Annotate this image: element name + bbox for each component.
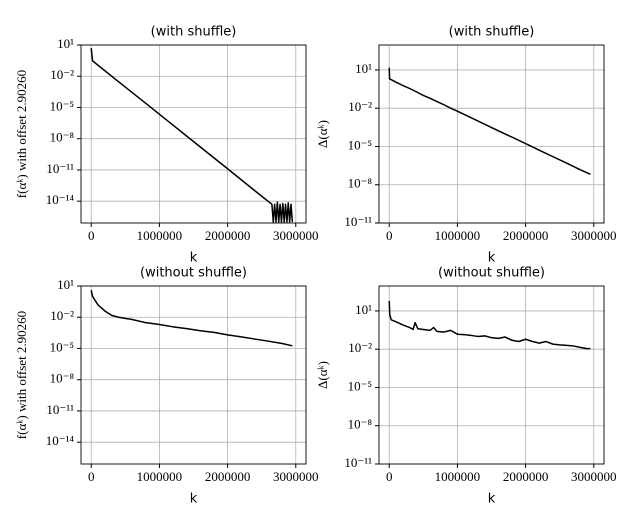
line bbox=[388, 67, 591, 176]
axes-frame bbox=[80, 285, 307, 465]
x-tick-label: 0 bbox=[386, 469, 393, 484]
y-tick-label: 10⁻¹¹ bbox=[344, 455, 372, 470]
line bbox=[388, 300, 591, 350]
y-tick-label: 10⁻⁵ bbox=[348, 137, 372, 152]
x-axis-label: k bbox=[190, 251, 198, 266]
x-tick-label: 1000000 bbox=[435, 228, 481, 243]
x-tick-label: 3000000 bbox=[273, 228, 319, 243]
y-tick-label: 10⁻² bbox=[50, 308, 74, 323]
y-tick-label: 10⁻⁵ bbox=[348, 378, 372, 393]
x-tick-label: 3000000 bbox=[571, 469, 617, 484]
x-tick-label: 0 bbox=[386, 228, 393, 243]
x-tick-label: 3000000 bbox=[571, 228, 617, 243]
y-tick-label: 10¹ bbox=[57, 36, 74, 51]
x-tick-label: 2000000 bbox=[503, 469, 549, 484]
y-tick-label: 10⁻² bbox=[348, 340, 372, 355]
x-axis-label: k bbox=[488, 251, 496, 266]
y-tick-label: 10⁻¹¹ bbox=[46, 402, 74, 417]
x-tick-label: 1000000 bbox=[137, 228, 183, 243]
y-tick-label: 10⁻⁵ bbox=[50, 339, 74, 354]
chart-title: (without shuffle) bbox=[140, 266, 247, 281]
x-tick-label: 2000000 bbox=[205, 469, 251, 484]
x-axis-label: k bbox=[488, 492, 496, 507]
chart-title: (without shuffle) bbox=[438, 266, 545, 281]
y-tick-label: 10⁻¹⁴ bbox=[46, 192, 75, 207]
x-tick-label: 0 bbox=[88, 228, 95, 243]
chart-title: (with shuffle) bbox=[151, 25, 237, 40]
x-tick-label: 1000000 bbox=[137, 469, 183, 484]
x-tick-label: 2000000 bbox=[503, 228, 549, 243]
y-tick-label: 10¹ bbox=[355, 302, 372, 317]
x-tick-label: 0 bbox=[88, 469, 95, 484]
y-axis-label: f(αᵏ) with offset 2.90260 bbox=[14, 70, 29, 198]
y-tick-label: 10⁻⁵ bbox=[50, 98, 74, 113]
line bbox=[90, 289, 293, 347]
axes-frame bbox=[80, 44, 307, 224]
x-axis-label: k bbox=[190, 492, 198, 507]
x-tick-label: 3000000 bbox=[273, 469, 319, 484]
axes-frame bbox=[378, 44, 605, 224]
x-tick-label: 2000000 bbox=[205, 228, 251, 243]
y-tick-label: 10¹ bbox=[57, 277, 74, 292]
axes-frame bbox=[378, 285, 605, 465]
y-tick-label: 10⁻⁸ bbox=[50, 130, 75, 145]
y-tick-label: 10¹ bbox=[355, 61, 372, 76]
line bbox=[90, 48, 294, 223]
y-tick-label: 10⁻¹⁴ bbox=[46, 433, 75, 448]
x-tick-label: 1000000 bbox=[435, 469, 481, 484]
y-tick-label: 10⁻² bbox=[50, 67, 74, 82]
y-tick-label: 10⁻⁸ bbox=[348, 176, 373, 191]
y-tick-label: 10⁻¹¹ bbox=[344, 214, 372, 229]
y-tick-label: 10⁻⁸ bbox=[50, 371, 75, 386]
y-tick-label: 10⁻² bbox=[348, 99, 372, 114]
y-axis-label: f(αᵏ) with offset 2.90260 bbox=[14, 311, 29, 439]
y-axis-label: Δ(αᵏ) bbox=[315, 361, 330, 389]
y-tick-label: 10⁻¹¹ bbox=[46, 161, 74, 176]
chart-title: (with shuffle) bbox=[449, 25, 535, 40]
y-tick-label: 10⁻⁸ bbox=[348, 417, 373, 432]
y-axis-label: Δ(αᵏ) bbox=[315, 120, 330, 148]
